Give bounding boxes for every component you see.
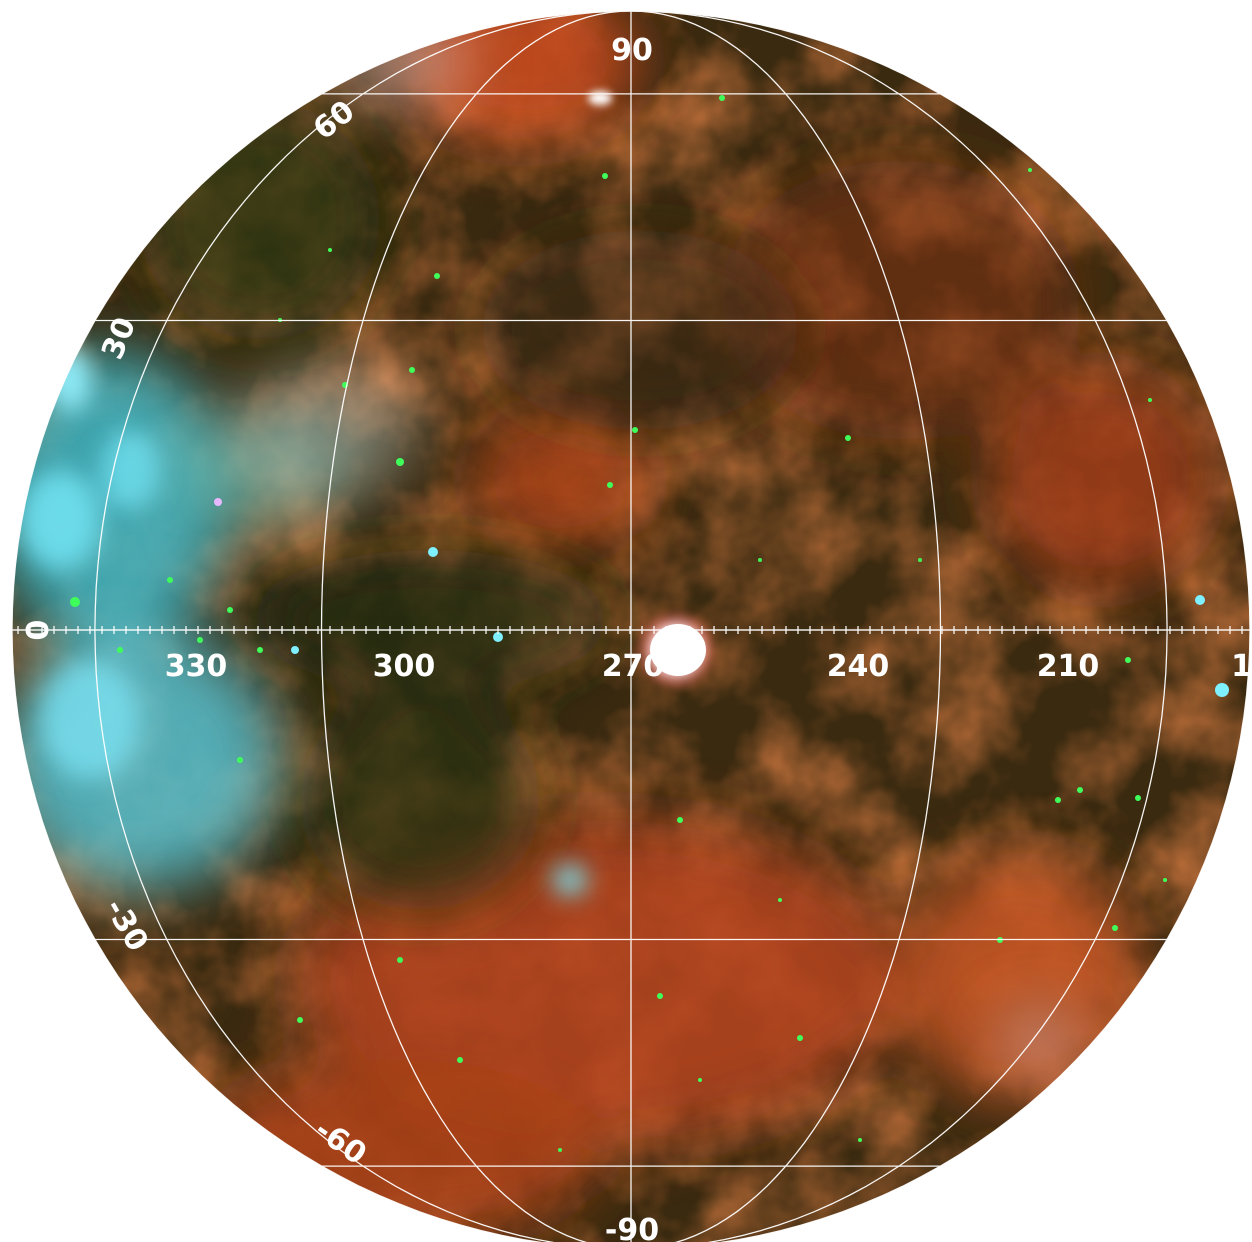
lon-label-240: 240 [827,649,890,684]
green-point-sources [70,95,1229,1152]
lon-label-270: 270 [602,649,665,684]
red-emission-regions [200,11,1210,1240]
lat-label-90: 90 [611,33,653,68]
lat-label-0: 0 [21,620,56,641]
lon-label-210: 210 [1037,649,1100,684]
lon-label-330: 330 [165,649,228,684]
cyan-bright-knots [20,348,588,896]
lon-label-18: 18 [1231,649,1252,684]
lon-label-0: 0 [0,649,10,684]
lat-label-minus-90: -90 [605,1213,659,1242]
central-bright-source [650,624,706,676]
coordinate-grid [0,10,1252,1242]
lon-label-300: 300 [373,649,436,684]
